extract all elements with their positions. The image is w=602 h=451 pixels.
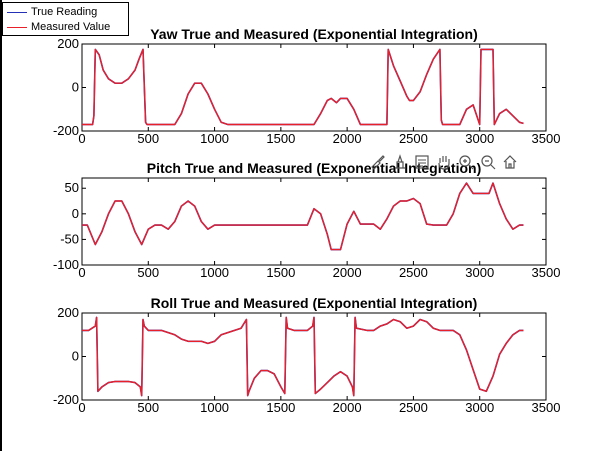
- chart-2[interactable]: 0 500 1000 1500 2000 2500 3000 3500-2000200Roll…: [53, 295, 560, 415]
- x-tick-label: 1500: [266, 265, 295, 280]
- x-tick-label: 2500: [399, 131, 428, 146]
- x-tick-label: 1000: [200, 131, 229, 146]
- x-tick-label: 3000: [465, 265, 494, 280]
- x-tick-label: 1500: [266, 131, 295, 146]
- x-tick-label: 3000: [465, 131, 494, 146]
- chart-title: Pitch True and Measured (Exponential Int…: [147, 160, 482, 176]
- y-tick-label: 200: [57, 36, 79, 51]
- chart-0[interactable]: 0 500 1000 1500 2000 2500 3000 3500-2000200Yaw …: [53, 26, 560, 146]
- legend-swatch-measured: [7, 27, 27, 28]
- chart-1[interactable]: 0 500 1000 1500 2000 2500 3000 3500 -100 -50 0 50 Pi…: [53, 160, 560, 280]
- x-tick-label: 3000: [465, 400, 494, 415]
- x-tick-label: 2500: [399, 400, 428, 415]
- legend[interactable]: True Reading Measured Value: [2, 2, 129, 36]
- series-measured-value: [82, 48, 524, 126]
- x-tick-label: 1000: [200, 265, 229, 280]
- chart-title: Yaw True and Measured (Exponential Integ…: [150, 26, 478, 42]
- y-tick-label: -50: [60, 231, 79, 246]
- y-tick-label: 50: [65, 180, 79, 195]
- y-tick-label: -100: [53, 257, 79, 272]
- x-tick-label: 2500: [399, 265, 428, 280]
- legend-label-true: True Reading: [31, 6, 98, 18]
- y-tick-label: 0: [72, 349, 79, 364]
- plot-area: [81, 177, 547, 266]
- series-measured-value: [82, 316, 524, 397]
- window-edge: [0, 0, 2, 451]
- home-icon[interactable]: [500, 152, 520, 172]
- x-tick-label: 0: [78, 131, 85, 146]
- y-tick-label: -200: [53, 123, 79, 138]
- plot-area: [81, 43, 547, 132]
- x-tick-label: 1000: [200, 400, 229, 415]
- zoom-in-icon[interactable]: [456, 152, 476, 172]
- x-tick-label: 2000: [333, 131, 362, 146]
- axes-toolbar: [368, 152, 520, 174]
- edit-icon[interactable]: [412, 152, 432, 172]
- brush-icon[interactable]: [368, 152, 388, 172]
- series-measured-value: [82, 182, 524, 251]
- legend-label-measured: Measured Value: [31, 21, 111, 33]
- y-tick-label: 0: [72, 80, 79, 95]
- x-tick-label: 0: [78, 400, 85, 415]
- y-tick-label: 0: [72, 206, 79, 221]
- x-tick-label: 3500: [532, 400, 561, 415]
- chart-title: Roll True and Measured (Exponential Inte…: [151, 295, 478, 311]
- x-tick-label: 0: [78, 265, 85, 280]
- legend-swatch-true: [7, 12, 27, 13]
- x-tick-label: 2000: [333, 400, 362, 415]
- x-tick-label: 500: [137, 400, 159, 415]
- data-tips-icon[interactable]: [390, 152, 410, 172]
- x-tick-label: 3500: [532, 131, 561, 146]
- x-tick-label: 3500: [532, 265, 561, 280]
- x-tick-label: 1500: [266, 400, 295, 415]
- x-tick-label: 500: [137, 131, 159, 146]
- x-tick-label: 2000: [333, 265, 362, 280]
- y-tick-label: -200: [53, 392, 79, 407]
- pan-hand-icon[interactable]: [434, 152, 454, 172]
- y-tick-label: 200: [57, 305, 79, 320]
- zoom-out-icon[interactable]: [478, 152, 498, 172]
- x-tick-label: 500: [137, 265, 159, 280]
